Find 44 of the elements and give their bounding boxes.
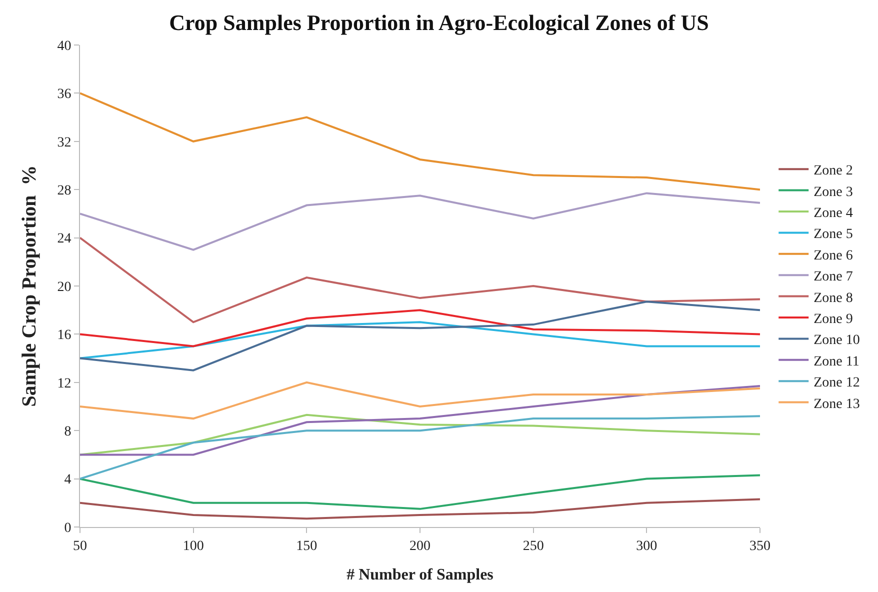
- x-axis-title: # Number of Samples: [346, 566, 494, 584]
- legend-label: Zone 3: [814, 184, 853, 200]
- y-tick-label: 20: [57, 280, 72, 295]
- line-series: [80, 498, 760, 520]
- legend-label: Zone 8: [814, 290, 853, 306]
- x-tick-label: 50: [73, 538, 87, 554]
- legend-label: Zone 10: [814, 333, 860, 348]
- line-series: [80, 300, 760, 372]
- y-tick-label: 24: [57, 232, 72, 247]
- legend-label: Zone 2: [814, 164, 853, 179]
- line-series: [80, 236, 760, 324]
- legend-label: Zone 12: [814, 376, 860, 391]
- y-tick-label: 40: [57, 38, 72, 54]
- legend-label: Zone 5: [814, 227, 853, 242]
- y-axis-title: Sample Crop Proportion %: [18, 165, 41, 407]
- x-tick-label: 250: [522, 538, 544, 554]
- legend-label: Zone 11: [814, 354, 860, 370]
- x-tick-label: 100: [182, 538, 204, 554]
- legend-label: Zone 7: [814, 270, 853, 285]
- x-tick-label: 300: [636, 538, 658, 554]
- y-tick-label: 32: [57, 135, 72, 150]
- y-tick-label: 8: [64, 424, 72, 440]
- line-series: [80, 92, 760, 191]
- chart-title: Crop Samples Proportion in Agro-Ecological Zones of US: [169, 10, 709, 36]
- y-tick-label: 28: [57, 184, 72, 198]
- line-series: [80, 309, 760, 348]
- y-tick-label: 0: [64, 520, 72, 536]
- legend-label: Zone 9: [814, 312, 853, 327]
- legend-label: Zone 13: [814, 396, 860, 412]
- legend-label: Zone 6: [814, 248, 853, 264]
- x-tick-label: 350: [750, 538, 770, 554]
- line-series: [80, 385, 760, 456]
- y-tick-label: 36: [57, 87, 72, 102]
- line-series: [80, 321, 760, 360]
- line-series: [80, 192, 760, 251]
- line-series: [80, 474, 760, 510]
- y-tick-label: 12: [57, 376, 72, 392]
- x-tick-label: 150: [296, 538, 318, 554]
- y-tick-label: 16: [57, 328, 72, 344]
- x-tick-label: 200: [410, 538, 430, 554]
- legend-label: Zone 4: [814, 206, 853, 221]
- line-series: [80, 415, 760, 480]
- line-series: [80, 381, 760, 420]
- y-tick-label: 4: [64, 472, 72, 488]
